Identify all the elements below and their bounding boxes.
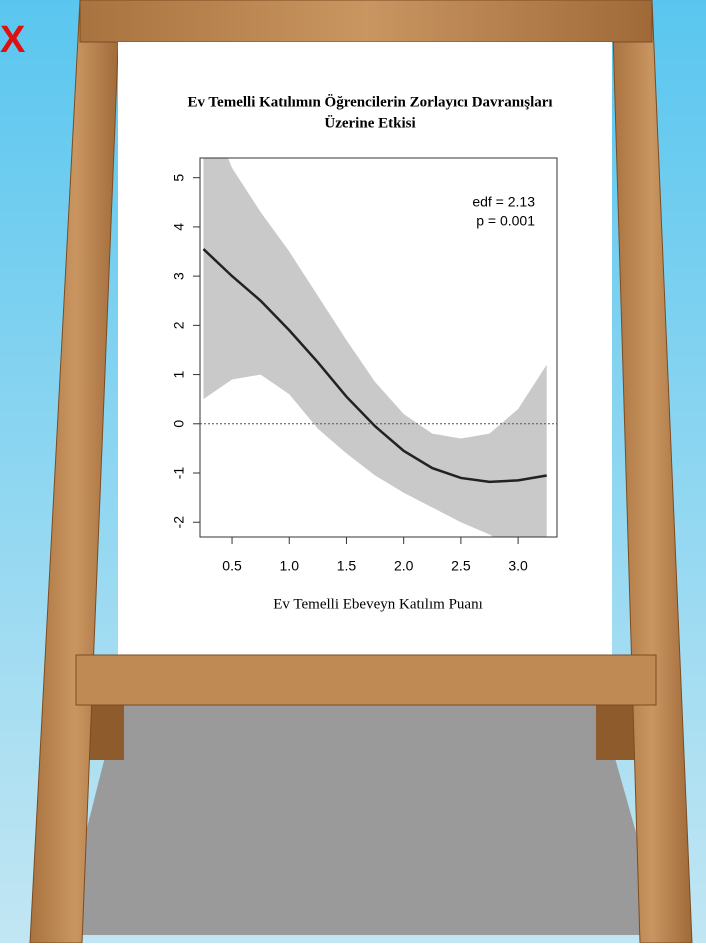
annotation: edf = 2.13 [472, 194, 535, 210]
y-tick-label: 4 [171, 223, 187, 231]
board [118, 42, 612, 656]
shadow [60, 705, 665, 935]
chart-title: Ev Temelli Katılımın Öğrencilerin Zorlay… [187, 93, 552, 110]
x-tick-label: 1.0 [280, 558, 300, 574]
scene: X Ev Temelli Katılımın Öğrencilerin Zorl… [0, 0, 706, 943]
y-tick-label: 1 [171, 370, 187, 378]
x-tick-label: 0.5 [222, 558, 242, 574]
y-tick-label: 5 [171, 174, 187, 182]
x-tick-label: 2.0 [394, 558, 414, 574]
x-tick-label: 1.5 [337, 558, 357, 574]
y-tick-label: 0 [171, 420, 187, 428]
chart-title: Üzerine Etkisi [324, 114, 415, 131]
y-tick-label: 2 [171, 321, 187, 329]
y-tick-label: 3 [171, 272, 187, 280]
x-tick-label: 2.5 [451, 558, 471, 574]
y-tick-label: -2 [171, 516, 187, 529]
x-axis-label: Ev Temelli Ebeveyn Katılım Puanı [273, 596, 482, 612]
x-tick-label: 3.0 [508, 558, 528, 574]
page: X Ev Temelli Katılımın Öğrencilerin Zorl… [0, 0, 706, 943]
annotation: p = 0.001 [476, 213, 535, 229]
close-button[interactable]: X [0, 19, 26, 61]
y-tick-label: -1 [171, 467, 187, 480]
crossbar [76, 655, 656, 705]
top-rail [80, 0, 652, 42]
back-leg [596, 700, 634, 760]
